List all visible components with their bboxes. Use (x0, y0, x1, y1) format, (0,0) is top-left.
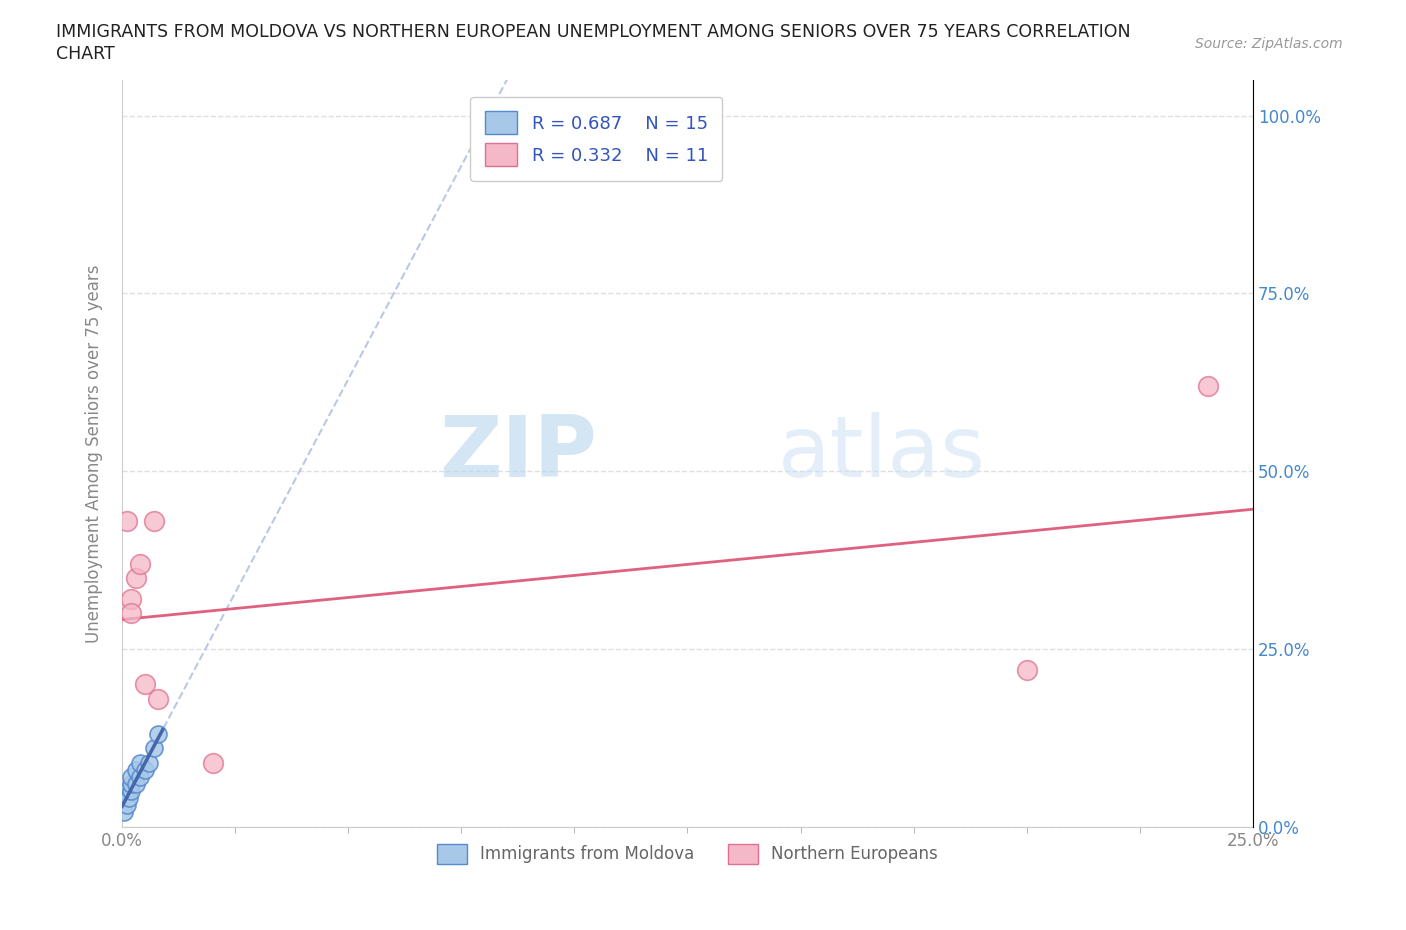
Point (142, 741, 165, 756)
Point (120, 769, 142, 784)
Point (112, 805, 135, 820)
Point (115, 798, 138, 813)
Point (120, 591, 142, 606)
Point (148, 727, 170, 742)
Text: ZIP: ZIP (439, 412, 598, 495)
Point (142, 513, 165, 528)
Point (129, 556, 152, 571)
Text: IMMIGRANTS FROM MOLDOVA VS NORTHERN EUROPEAN UNEMPLOYMENT AMONG SENIORS OVER 75 : IMMIGRANTS FROM MOLDOVA VS NORTHERN EURO… (56, 23, 1130, 41)
Point (134, 763, 156, 777)
Point (124, 570, 146, 585)
Point (120, 777, 142, 791)
Y-axis label: Unemployment Among Seniors over 75 years: Unemployment Among Seniors over 75 years (86, 264, 103, 643)
Point (129, 755, 152, 770)
Text: atlas: atlas (778, 412, 986, 495)
Point (1015, 663, 1038, 678)
Point (118, 790, 141, 805)
Legend: Immigrants from Moldova, Northern Europeans: Immigrants from Moldova, Northern Europe… (430, 837, 945, 870)
Point (1197, 379, 1219, 393)
Point (134, 677, 156, 692)
Point (138, 755, 160, 770)
Point (201, 755, 224, 770)
Text: CHART: CHART (56, 45, 115, 62)
Point (124, 763, 146, 777)
Point (115, 513, 138, 528)
Point (124, 777, 146, 791)
Point (115, 784, 138, 799)
Point (120, 606, 142, 621)
Text: Source: ZipAtlas.com: Source: ZipAtlas.com (1195, 37, 1343, 51)
Point (120, 784, 142, 799)
Point (148, 691, 170, 706)
Point (129, 769, 152, 784)
